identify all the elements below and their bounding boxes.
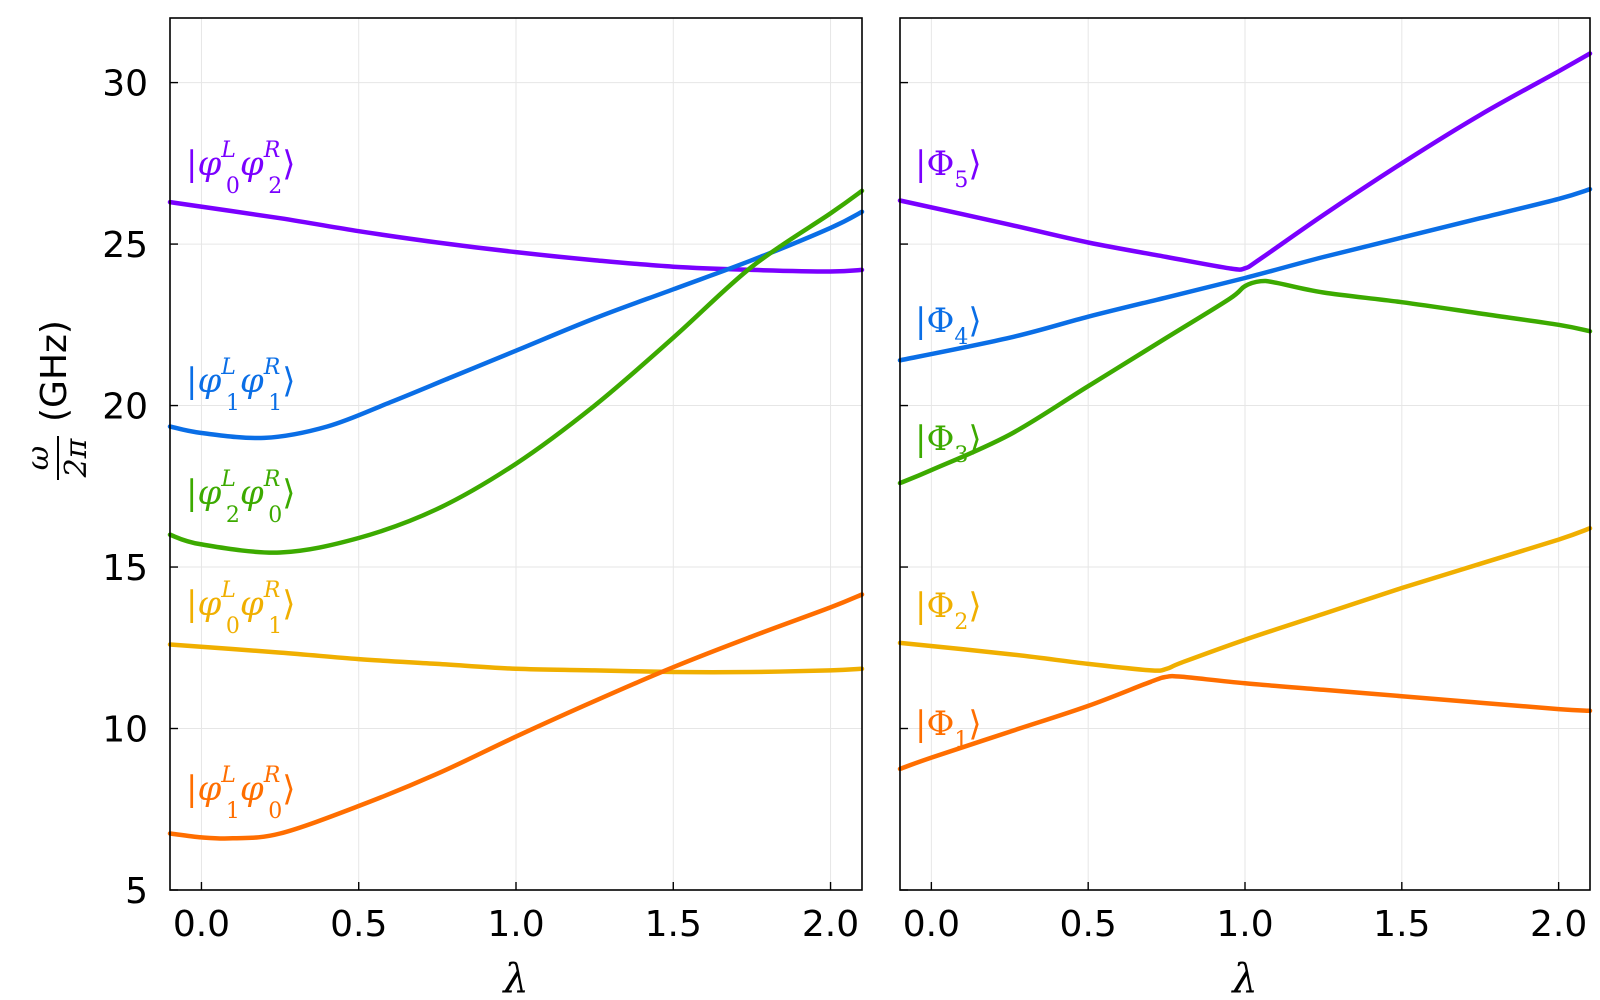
- series-line: [167, 209, 865, 441]
- x-tick-label: 1.0: [487, 904, 544, 945]
- x-tick-label: 1.5: [645, 904, 702, 945]
- left-panel: 0.0 0.5 1.0 1.5 2.0 5 10 15 20 25 30 |φL 0φR 2⟩ |φL 1…: [102, 17, 865, 1000]
- y-tick-label: 5: [125, 871, 148, 912]
- right-x-axis-label: λ: [1230, 956, 1257, 1000]
- series-label: |Φ2⟩: [915, 586, 982, 635]
- series-label: |φL 1φR 1⟩: [186, 355, 296, 416]
- y-tick-label: 25: [102, 225, 148, 266]
- x-tick-label: 0.5: [330, 904, 387, 945]
- y-tick-label: 15: [102, 548, 148, 589]
- series-label: |Φ3⟩: [915, 419, 982, 468]
- series-line: [897, 186, 1593, 363]
- series-line: [167, 592, 865, 841]
- y-axis-label-denominator: 2π: [59, 437, 94, 478]
- series-label: |Φ5⟩: [915, 144, 982, 193]
- x-tick-label: 2.0: [802, 904, 859, 945]
- x-tick-label: 0.0: [173, 904, 230, 945]
- series-label: |φL 2φR 0⟩: [186, 467, 296, 528]
- x-tick-label: 0.5: [1060, 904, 1117, 945]
- left-series: [167, 188, 865, 841]
- left-y-ticks: 5 10 15 20 25 30: [102, 64, 178, 912]
- right-x-ticks: 0.0 0.5 1.0 1.5 2.0: [903, 882, 1587, 945]
- x-tick-label: 2.0: [1530, 904, 1587, 945]
- series-label: |φL 1φR 0⟩: [186, 763, 296, 824]
- y-axis-label-numerator: ω: [21, 446, 56, 470]
- x-tick-label: 1.0: [1216, 904, 1273, 945]
- right-series-labels: |Φ5⟩ |Φ4⟩ |Φ3⟩ |Φ2⟩ |Φ1⟩: [915, 144, 982, 753]
- series-line: [897, 278, 1593, 486]
- left-series-labels: |φL 0φR 2⟩ |φL 1φR 1⟩ |φL 2φR 0⟩ |φL 0φR 1⟩ |φL 1φR 0⟩: [186, 138, 296, 824]
- right-panel: 0.0 0.5 1.0 1.5 2.0 |Φ5⟩ |Φ4⟩ |Φ3⟩ |Φ2⟩ |Φ1⟩ λ: [897, 17, 1593, 1000]
- x-tick-label: 1.5: [1373, 904, 1430, 945]
- series-label: |φL 0φR 2⟩: [186, 138, 296, 199]
- y-tick-label: 30: [102, 64, 148, 105]
- series-line: [897, 673, 1593, 772]
- series-label: |Φ4⟩: [915, 301, 982, 350]
- y-tick-label: 20: [102, 387, 148, 428]
- series-line: [897, 51, 1593, 272]
- y-tick-label: 10: [102, 710, 148, 751]
- right-series: [897, 51, 1593, 772]
- series-label: |φL 0φR 1⟩: [186, 578, 296, 639]
- left-grid: [170, 18, 862, 891]
- series-label: |Φ1⟩: [915, 704, 982, 753]
- left-x-axis-label: λ: [501, 956, 528, 1000]
- left-x-ticks: 0.0 0.5 1.0 1.5 2.0: [173, 882, 859, 945]
- series-line: [167, 642, 865, 675]
- x-tick-label: 0.0: [903, 904, 960, 945]
- series-line: [167, 188, 865, 555]
- y-axis-label: ω 2π (GHz): [21, 320, 94, 480]
- series-line: [167, 199, 865, 274]
- right-y-ticks: [900, 81, 908, 891]
- series-line: [897, 526, 1593, 673]
- y-axis-label-unit: (GHz): [34, 320, 75, 422]
